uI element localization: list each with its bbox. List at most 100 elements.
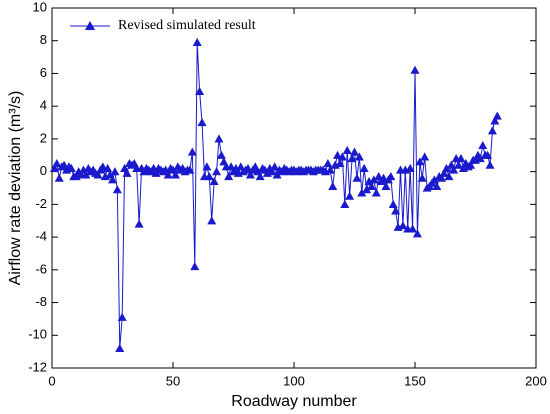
data-point: [420, 152, 430, 161]
y-tick-label: 2: [40, 130, 47, 145]
x-tick-label: 50: [166, 373, 180, 388]
data-point: [98, 162, 108, 171]
data-point: [333, 150, 343, 159]
x-tick-label: 150: [404, 373, 426, 388]
data-point: [410, 65, 420, 74]
data-point: [354, 152, 364, 161]
x-tick-label: 100: [283, 373, 305, 388]
data-point: [190, 262, 200, 271]
data-point: [381, 181, 391, 190]
data-point: [134, 219, 144, 228]
y-tick-label: -10: [28, 327, 47, 342]
data-point: [93, 170, 103, 179]
data-point: [342, 145, 352, 154]
data-point: [454, 160, 464, 169]
data-point: [103, 163, 113, 172]
data-point: [386, 172, 396, 181]
data-point: [52, 158, 62, 168]
data-point: [245, 170, 255, 179]
data-point: [391, 206, 401, 215]
data-point: [54, 173, 64, 182]
data-point: [405, 163, 415, 172]
data-point: [417, 173, 427, 182]
data-point: [243, 163, 253, 172]
data-point: [216, 150, 226, 159]
x-axis-label: Roadway number: [231, 393, 357, 410]
data-point: [412, 229, 422, 238]
legend-marker: [85, 21, 95, 30]
data-point: [197, 118, 207, 127]
data-point: [66, 163, 76, 172]
data-point: [441, 163, 451, 172]
x-tick-label: 0: [48, 373, 55, 388]
data-point: [350, 147, 359, 156]
data-point: [432, 181, 442, 190]
data-point: [207, 216, 217, 225]
data-point: [170, 170, 180, 179]
data-point: [204, 172, 214, 181]
y-tick-label: 4: [40, 98, 47, 113]
data-point: [340, 199, 350, 208]
data-point: [352, 173, 362, 182]
data-point: [437, 173, 447, 182]
data-point: [163, 170, 173, 179]
x-tick-label: 200: [525, 373, 547, 388]
data-point: [117, 312, 127, 321]
y-tick-label: -12: [28, 359, 47, 374]
data-point: [483, 150, 493, 159]
data-point: [357, 188, 367, 197]
data-point: [195, 86, 205, 96]
data-point: [388, 199, 398, 208]
y-tick-label: 0: [40, 163, 47, 178]
data-point: [492, 111, 502, 120]
data-point: [478, 140, 488, 150]
y-tick-label: 10: [33, 0, 47, 14]
y-tick-label: 8: [40, 32, 47, 47]
y-tick-label: -4: [35, 229, 47, 244]
data-point: [325, 165, 335, 174]
series-line: [53, 42, 498, 349]
data-point: [487, 126, 497, 135]
data-point: [466, 160, 476, 169]
data-point: [112, 185, 122, 194]
data-point: [212, 167, 222, 176]
data-point: [345, 191, 355, 200]
data-point: [202, 162, 212, 171]
data-point: [328, 181, 338, 190]
y-tick-label: -8: [35, 294, 47, 309]
data-point: [449, 165, 459, 174]
data-point: [81, 170, 91, 179]
data-point: [115, 343, 125, 352]
data-point: [270, 162, 280, 171]
data-point: [362, 185, 372, 194]
data-point: [490, 116, 500, 125]
data-point: [408, 224, 418, 233]
y-axis-label: Airflow rate deviation (m³/s): [7, 91, 24, 286]
data-point: [475, 154, 485, 163]
y-tick-label: 6: [40, 65, 47, 80]
data-point: [371, 188, 381, 197]
data-point: [323, 158, 333, 168]
data-point: [151, 168, 161, 177]
data-point: [272, 170, 282, 179]
data-point: [110, 167, 120, 176]
data-point: [335, 158, 345, 168]
data-point: [485, 160, 495, 169]
data-point: [122, 168, 132, 177]
data-point: [187, 147, 197, 156]
data-point: [224, 172, 234, 181]
data-point: [209, 176, 219, 186]
data-point: [444, 172, 454, 181]
data-point: [192, 37, 202, 46]
data-point: [185, 165, 195, 174]
data-point: [214, 134, 224, 143]
data-point: [429, 175, 439, 184]
data-point: [337, 152, 347, 161]
y-tick-label: -2: [35, 196, 47, 211]
data-point: [456, 154, 466, 163]
data-point: [108, 175, 117, 184]
data-point: [379, 173, 389, 182]
data-point: [255, 172, 265, 181]
data-point: [369, 175, 379, 184]
data-point: [415, 157, 425, 166]
